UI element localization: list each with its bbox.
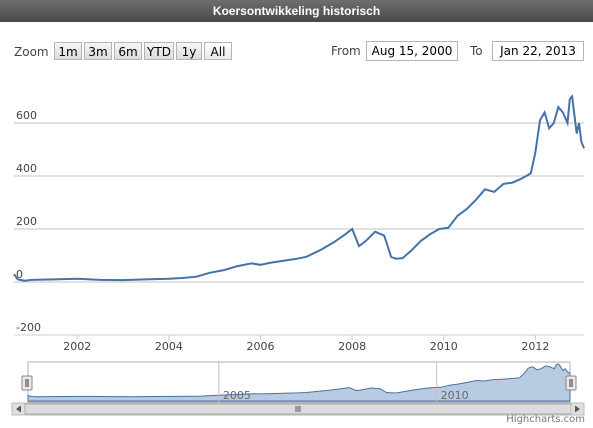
zoom-1y-button[interactable]: 1y [176, 42, 202, 60]
from-label: From [331, 44, 361, 58]
y-tick-label: 400 [16, 162, 37, 175]
x-tick-label: 2010 [430, 340, 458, 353]
y-tick-label: -200 [16, 321, 41, 334]
x-tick-label: 2006 [247, 340, 275, 353]
scroll-right-arrow-icon [575, 405, 580, 413]
navigator-tick-label: 2005 [223, 389, 251, 402]
to-label: To [470, 44, 483, 58]
navigator-right-handle[interactable] [565, 375, 577, 391]
x-axis-labels: 2002 2004 2006 2008 2010 2012 [63, 335, 549, 353]
zoom-6m-button[interactable]: 6m [114, 42, 142, 60]
navigator-left-handle[interactable] [21, 375, 33, 391]
y-tick-label: 600 [16, 109, 37, 122]
scroll-left-arrow-icon [16, 405, 21, 413]
y-tick-label: 0 [16, 268, 23, 281]
y-tick-label: 200 [16, 215, 37, 228]
x-tick-label: 2012 [521, 340, 549, 353]
x-tick-label: 2002 [63, 340, 91, 353]
zoom-all-button[interactable]: All [204, 42, 232, 60]
x-tick-label: 2004 [155, 340, 183, 353]
navigator-series-area [27, 363, 571, 402]
navigator-tick-label: 2010 [441, 389, 469, 402]
to-date-input[interactable]: Jan 22, 2013 [492, 41, 584, 61]
zoom-label: Zoom [14, 45, 49, 59]
zoom-1m-button[interactable]: 1m [54, 42, 82, 60]
from-date-input[interactable]: Aug 15, 2000 [366, 41, 458, 61]
y-gridlines [14, 122, 584, 336]
x-tick-label: 2008 [338, 340, 366, 353]
zoom-3m-button[interactable]: 3m [84, 42, 112, 60]
navigator-axis-labels: 2005 2010 [218, 362, 469, 402]
price-series-line [13, 94, 585, 282]
chart-title-bar: Koersontwikkeling historisch [0, 0, 593, 22]
y-axis-labels: -200 0 200 400 600 [16, 109, 41, 334]
credits-link[interactable]: Highcharts.com [506, 414, 585, 425]
zoom-ytd-button[interactable]: YTD [144, 42, 174, 60]
